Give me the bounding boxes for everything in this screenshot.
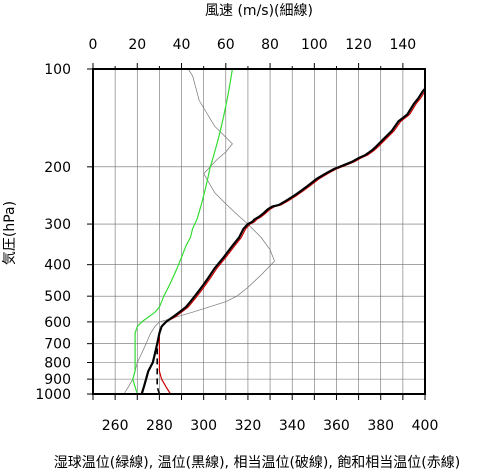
- left-tick-label: 200: [44, 160, 71, 176]
- grid-lines: [92, 68, 426, 395]
- top-tick-label: 80: [261, 37, 279, 53]
- left-tick-label: 400: [44, 258, 71, 274]
- bottom-tick-label: 400: [412, 418, 439, 434]
- top-tick-label: 100: [301, 37, 328, 53]
- left-tick-label: 600: [44, 315, 71, 331]
- bottom-tick-label: 320: [235, 418, 262, 434]
- left-tick-label: 1000: [35, 387, 71, 403]
- top-tick-label: 20: [128, 37, 146, 53]
- series-line-wind-speed: [123, 68, 275, 395]
- top-tick-label: 120: [345, 37, 372, 53]
- left-tick-label: 100: [44, 62, 71, 78]
- left-tick-label: 900: [44, 372, 71, 388]
- top-tick-label: 60: [217, 37, 235, 53]
- left-tick-label: 300: [44, 217, 71, 233]
- top-tick-label: 140: [389, 37, 416, 53]
- y-axis-title: 気圧(hPa): [2, 201, 18, 265]
- series-line-theta: [140, 87, 426, 395]
- top-tick-label: 40: [173, 37, 191, 53]
- series-line-theta-w: [132, 68, 233, 395]
- top-axis-title: 風速 (m/s)(細線): [205, 3, 313, 19]
- bottom-tick-label: 300: [190, 418, 217, 434]
- bottom-tick-label: 280: [146, 418, 173, 434]
- left-tick-label: 700: [44, 337, 71, 353]
- bottom-tick-label: 340: [279, 418, 306, 434]
- bottom-axis-title: 湿球温位(緑線), 温位(黒線), 相当温位(破線), 飽和相当温位(赤線): [54, 454, 460, 471]
- bottom-axis-ticks: 260 280 300 320 340 360 380 400: [92, 394, 439, 434]
- bottom-tick-label: 360: [323, 418, 350, 434]
- plot-frame: [92, 68, 426, 395]
- top-axis-ticks: 0 20 40 60 80 100 120 140: [89, 37, 416, 69]
- left-tick-label: 800: [44, 356, 71, 372]
- series-layer: [123, 68, 426, 395]
- bottom-tick-label: 260: [102, 418, 129, 434]
- left-tick-label: 500: [44, 289, 71, 305]
- top-tick-label: 0: [89, 37, 98, 53]
- bottom-tick-label: 380: [367, 418, 394, 434]
